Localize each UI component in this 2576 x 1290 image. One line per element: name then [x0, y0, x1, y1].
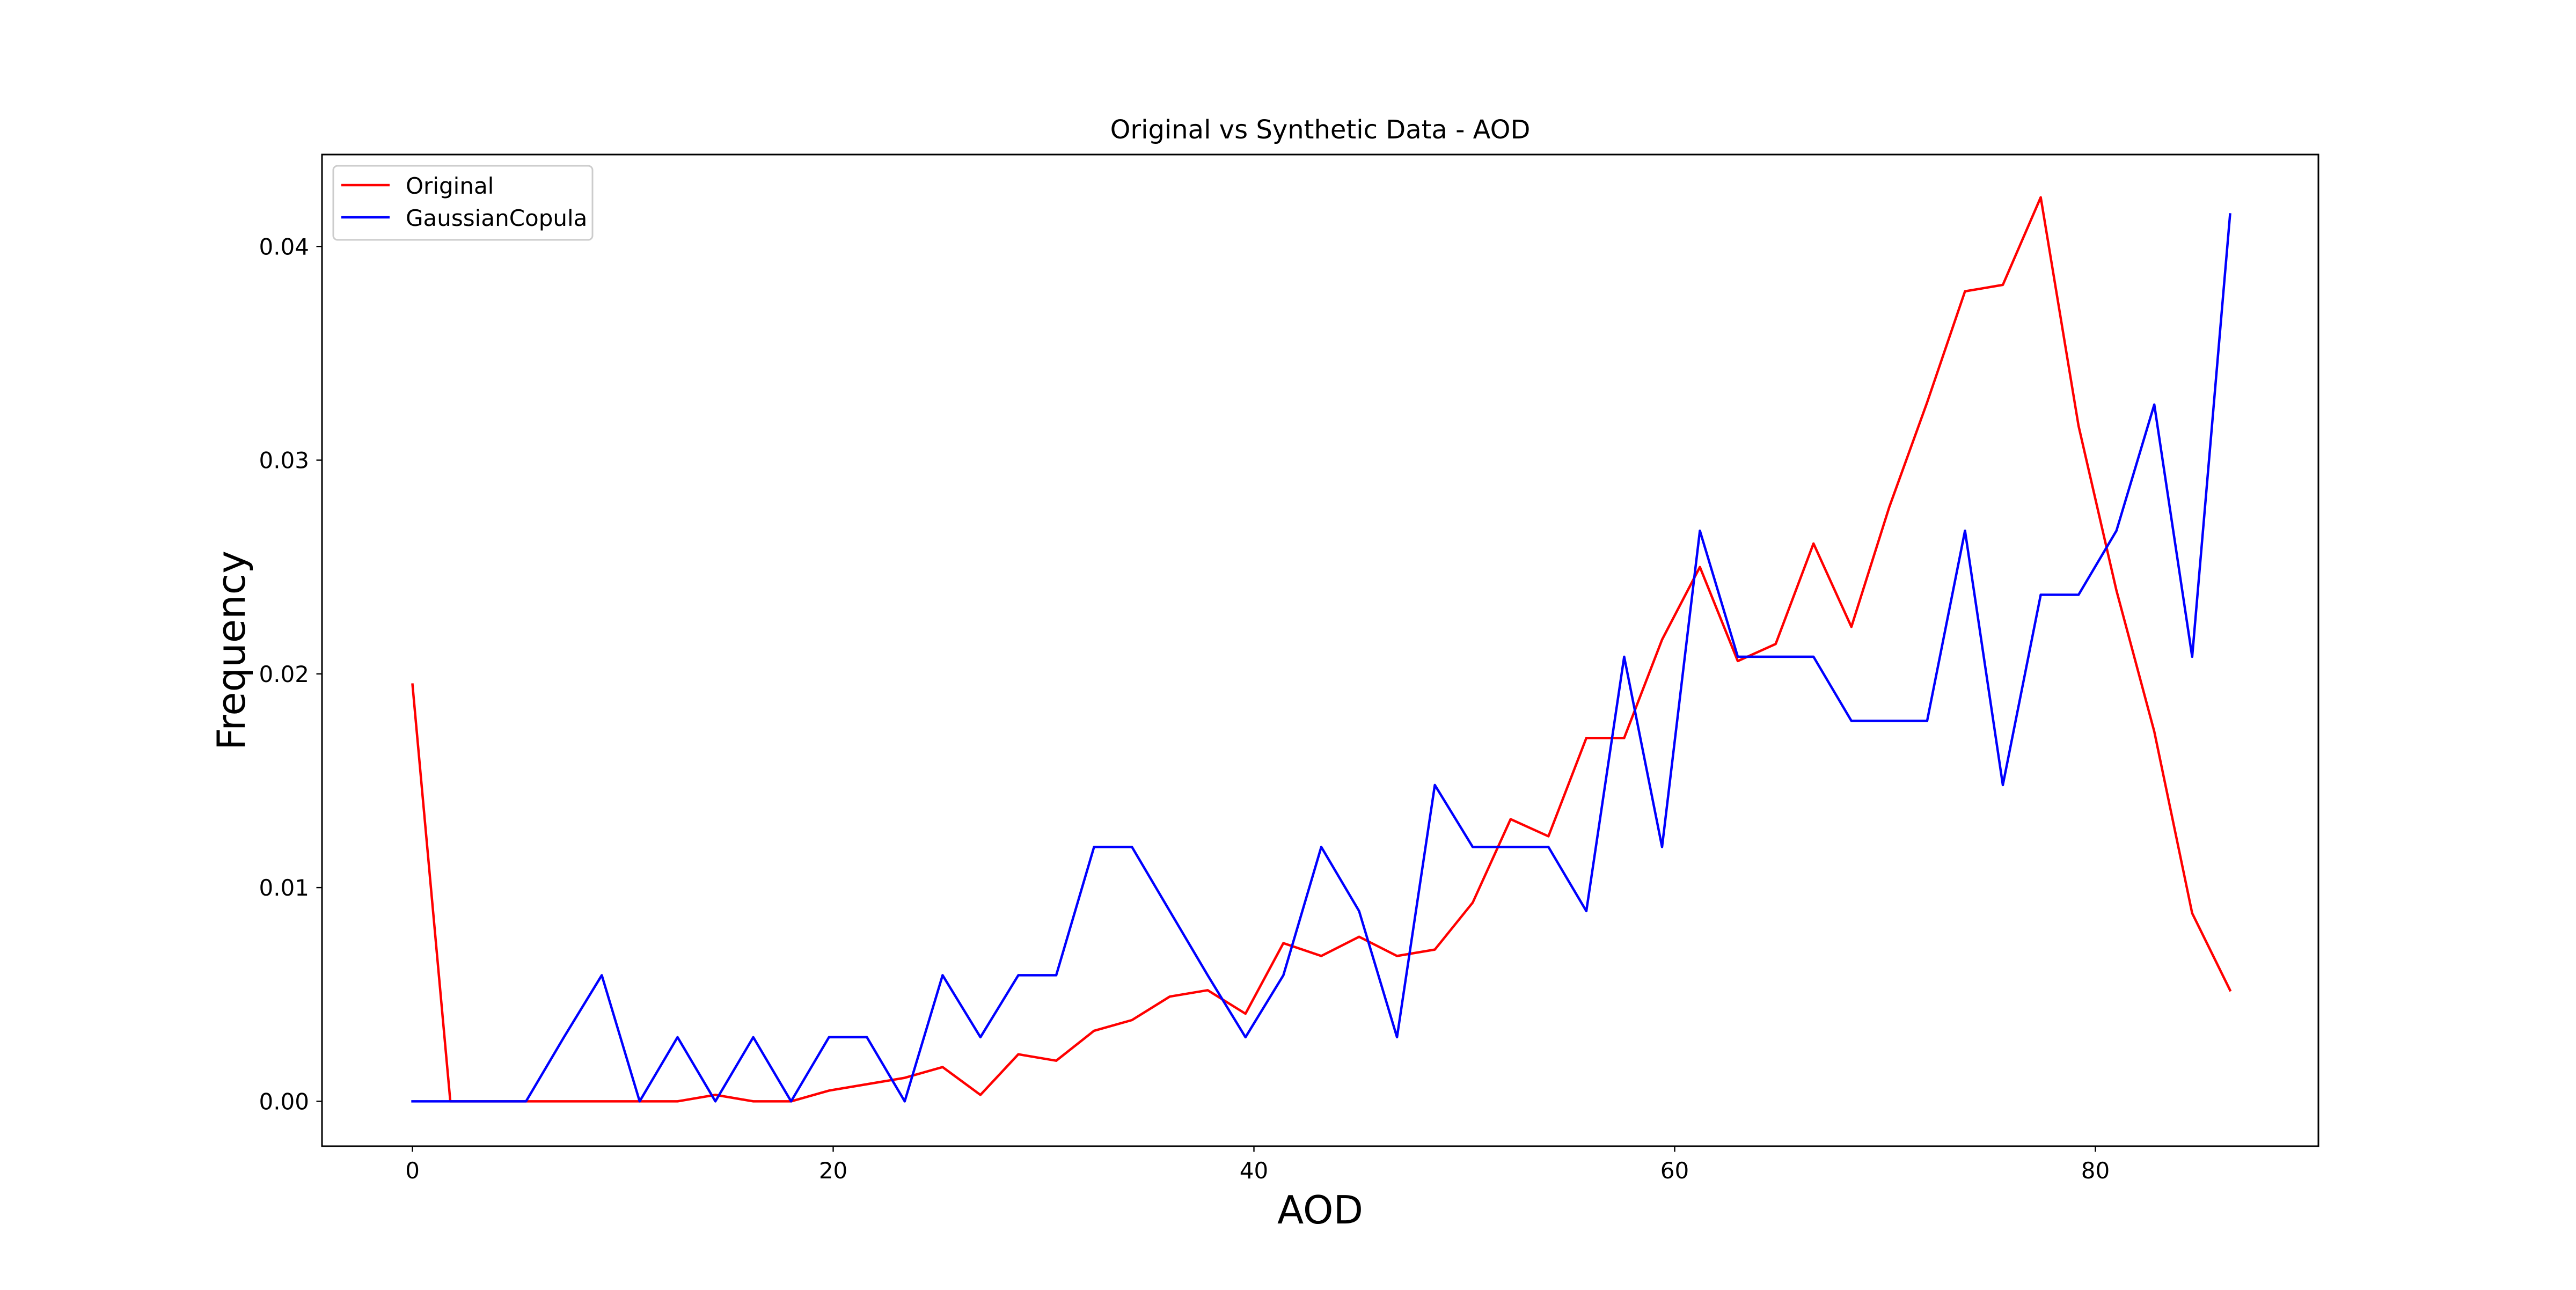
legend-label-original: Original	[406, 173, 494, 199]
x-tick-label: 80	[2081, 1157, 2110, 1184]
plot-frame	[321, 153, 2319, 1147]
y-tick-label: 0.02	[259, 661, 309, 687]
series-line-gaussiancopula	[411, 213, 2231, 1103]
y-tick-label: 0.03	[259, 448, 309, 474]
x-tick-label: 60	[1660, 1157, 1689, 1184]
y-tick-label: 0.04	[259, 233, 309, 260]
chart-title: Original vs Synthetic Data - AOD	[1110, 115, 1531, 145]
y-axis-label: Frequency	[209, 551, 254, 750]
legend-label-gaussiancopula: GaussianCopula	[406, 205, 587, 231]
x-tick-label: 20	[819, 1157, 847, 1184]
y-tick-label: 0.00	[259, 1088, 309, 1115]
y-tick-label: 0.01	[259, 875, 309, 901]
x-tick-label: 40	[1240, 1157, 1268, 1184]
series-line-original	[411, 196, 2232, 1103]
legend: Original GaussianCopula	[332, 165, 594, 241]
x-axis-ticks: 0 20 40 60 80	[405, 1146, 2110, 1184]
series-layer	[411, 196, 2232, 1103]
y-axis-ticks: 0.00 0.01 0.02 0.03 0.04	[259, 233, 322, 1115]
legend-box	[332, 165, 594, 241]
x-axis-label: AOD	[1277, 1188, 1363, 1233]
x-tick-label: 0	[405, 1157, 420, 1184]
